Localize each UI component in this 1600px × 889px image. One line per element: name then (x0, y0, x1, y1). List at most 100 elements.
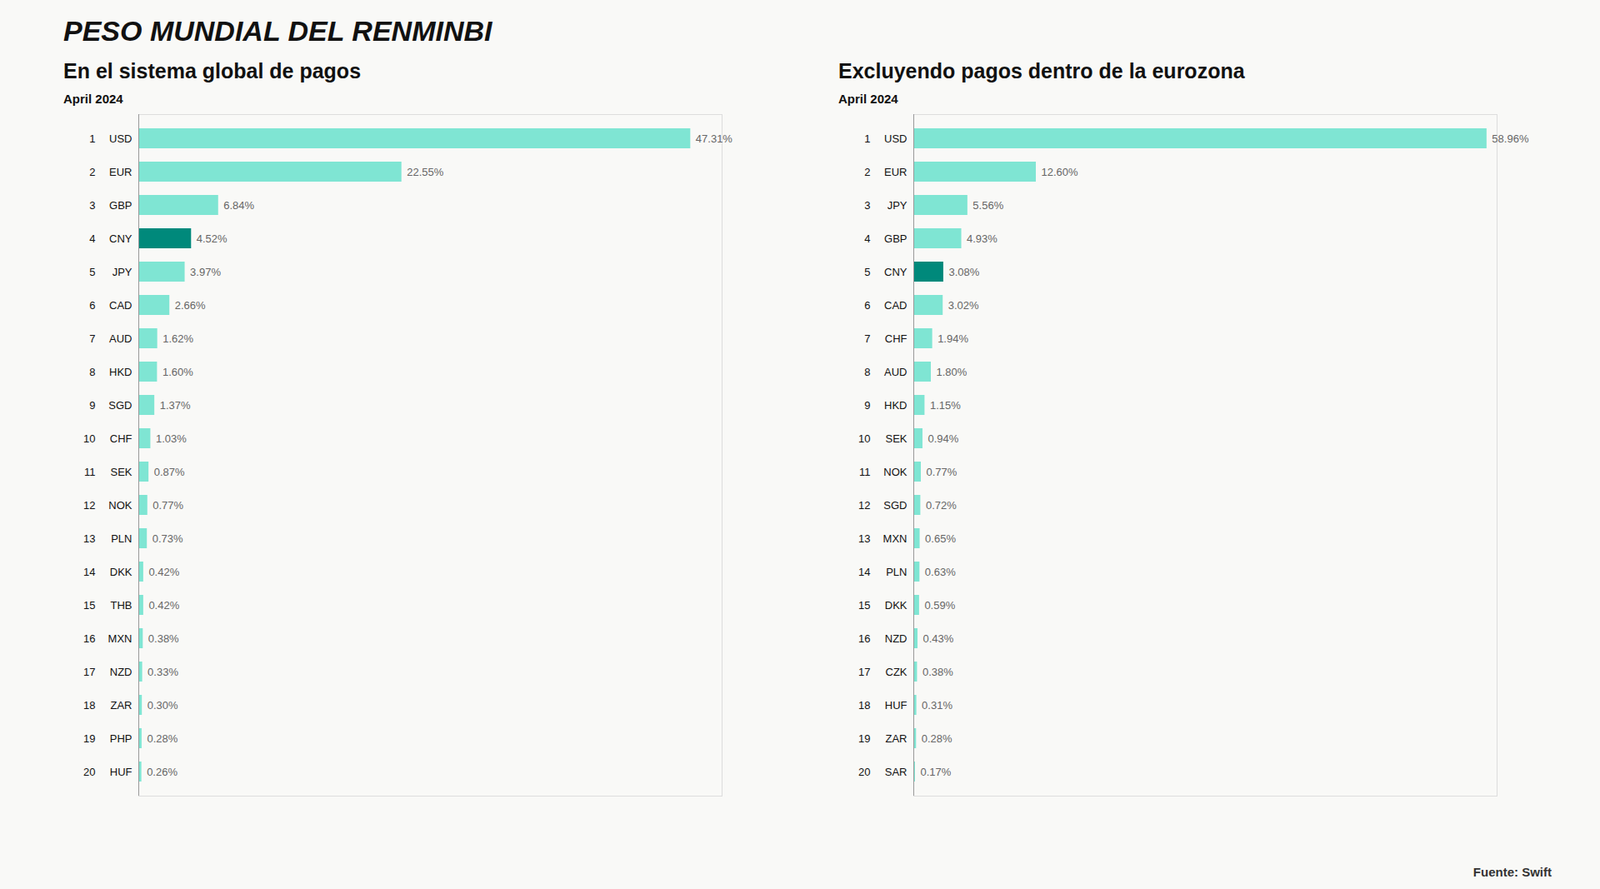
svg-text:1: 1 (89, 132, 95, 145)
svg-text:SGD: SGD (108, 399, 132, 412)
svg-text:NOK: NOK (883, 465, 908, 479)
svg-text:3.08%: 3.08% (948, 265, 980, 279)
svg-text:NZD: NZD (110, 665, 133, 679)
svg-text:6.84%: 6.84% (223, 199, 255, 212)
svg-text:1.60%: 1.60% (162, 365, 194, 379)
svg-text:0.38%: 0.38% (922, 665, 954, 679)
svg-text:0.94%: 0.94% (927, 432, 959, 445)
svg-text:12: 12 (83, 499, 95, 512)
svg-text:2: 2 (89, 165, 95, 179)
svg-text:1.80%: 1.80% (936, 365, 968, 379)
svg-text:SGD: SGD (883, 499, 907, 512)
svg-text:2: 2 (864, 165, 870, 179)
svg-text:0.65%: 0.65% (925, 532, 956, 545)
svg-text:3: 3 (864, 199, 870, 212)
svg-text:1: 1 (864, 132, 870, 145)
svg-text:1.62%: 1.62% (162, 332, 194, 345)
svg-text:3: 3 (89, 199, 95, 212)
svg-text:JPY: JPY (887, 199, 908, 212)
svg-text:0.17%: 0.17% (920, 765, 951, 779)
svg-text:AUD: AUD (884, 365, 907, 379)
svg-text:18: 18 (858, 699, 870, 712)
svg-text:4.52%: 4.52% (196, 232, 228, 245)
svg-text:0.26%: 0.26% (146, 765, 178, 779)
svg-text:4: 4 (864, 232, 870, 245)
svg-text:14: 14 (83, 565, 95, 579)
svg-text:6: 6 (864, 299, 870, 312)
svg-text:NZD: NZD (885, 632, 908, 645)
svg-text:ZAR: ZAR (110, 699, 133, 712)
svg-text:0.77%: 0.77% (925, 465, 957, 479)
svg-text:5: 5 (89, 265, 95, 279)
svg-text:8: 8 (864, 365, 870, 379)
svg-text:8: 8 (89, 365, 95, 379)
svg-text:USD: USD (884, 132, 907, 145)
svg-text:5.56%: 5.56% (972, 199, 1004, 212)
svg-text:NOK: NOK (108, 499, 133, 512)
svg-text:JPY: JPY (112, 265, 133, 279)
svg-text:PLN: PLN (885, 565, 907, 579)
svg-text:CHF: CHF (110, 432, 133, 445)
svg-text:HUF: HUF (110, 765, 133, 779)
svg-text:4.93%: 4.93% (966, 232, 998, 245)
svg-text:1.94%: 1.94% (937, 332, 969, 345)
svg-text:SEK: SEK (110, 465, 132, 479)
svg-text:10: 10 (83, 432, 95, 445)
svg-text:0.42%: 0.42% (148, 565, 180, 579)
svg-text:CAD: CAD (109, 299, 132, 312)
svg-text:PLN: PLN (110, 532, 132, 545)
svg-text:AUD: AUD (109, 332, 132, 345)
svg-text:MXN: MXN (883, 532, 908, 545)
svg-text:7: 7 (864, 332, 870, 345)
svg-text:13: 13 (83, 532, 95, 545)
svg-text:9: 9 (864, 399, 870, 412)
svg-text:0.28%: 0.28% (146, 732, 178, 745)
svg-text:12.60%: 12.60% (1041, 165, 1080, 179)
svg-text:7: 7 (89, 332, 95, 345)
svg-text:0.77%: 0.77% (152, 499, 184, 512)
svg-text:CNY: CNY (109, 232, 133, 245)
svg-text:5: 5 (864, 265, 870, 279)
svg-text:11: 11 (859, 465, 871, 479)
svg-text:18: 18 (83, 699, 95, 712)
svg-text:0.38%: 0.38% (148, 632, 180, 645)
svg-text:MXN: MXN (108, 632, 133, 645)
svg-text:0.59%: 0.59% (924, 599, 955, 612)
svg-text:9: 9 (89, 399, 95, 412)
svg-text:0.42%: 0.42% (148, 599, 180, 612)
svg-text:HKD: HKD (109, 365, 132, 379)
svg-text:22.55%: 22.55% (406, 165, 445, 179)
svg-text:EUR: EUR (884, 165, 907, 179)
svg-text:1.15%: 1.15% (930, 399, 961, 412)
svg-text:15: 15 (83, 599, 95, 612)
svg-text:DKK: DKK (885, 599, 908, 612)
svg-text:EUR: EUR (109, 165, 132, 179)
svg-text:47.31%: 47.31% (695, 132, 734, 145)
svg-text:SAR: SAR (885, 765, 908, 779)
svg-text:4: 4 (89, 232, 95, 245)
svg-text:SEK: SEK (885, 432, 907, 445)
svg-text:0.30%: 0.30% (147, 699, 179, 712)
svg-text:0.28%: 0.28% (921, 732, 953, 745)
svg-text:CAD: CAD (884, 299, 907, 312)
svg-text:1.37%: 1.37% (160, 399, 191, 412)
svg-text:0.31%: 0.31% (921, 699, 953, 712)
svg-text:16: 16 (83, 632, 95, 645)
svg-text:GBP: GBP (884, 232, 907, 245)
svg-text:THB: THB (110, 599, 133, 612)
svg-text:10: 10 (858, 432, 870, 445)
svg-text:20: 20 (83, 765, 95, 779)
svg-text:19: 19 (83, 732, 95, 745)
svg-text:17: 17 (858, 665, 870, 679)
svg-text:11: 11 (84, 465, 96, 479)
svg-text:13: 13 (858, 532, 870, 545)
svg-text:0.73%: 0.73% (152, 532, 184, 545)
svg-text:CNY: CNY (884, 265, 908, 279)
svg-text:ZAR: ZAR (885, 732, 908, 745)
svg-text:1.03%: 1.03% (155, 432, 187, 445)
svg-text:0.63%: 0.63% (925, 565, 956, 579)
svg-text:14: 14 (858, 565, 870, 579)
svg-text:CHF: CHF (885, 332, 908, 345)
svg-text:3.97%: 3.97% (190, 265, 221, 279)
svg-text:0.72%: 0.72% (925, 499, 957, 512)
